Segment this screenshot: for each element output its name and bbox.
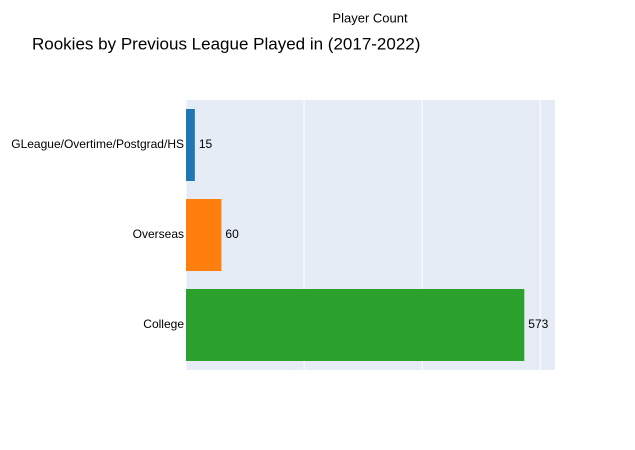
- data-label: 573: [528, 317, 548, 331]
- y-tick-label: Overseas: [133, 227, 184, 241]
- bar: [186, 289, 525, 361]
- bar: [186, 199, 222, 271]
- chart-title: Rookies by Previous League Played in (20…: [32, 34, 420, 53]
- x-axis-title: Player Count: [332, 10, 408, 25]
- bar: [186, 109, 195, 181]
- data-label: 15: [199, 137, 213, 151]
- y-tick-label: College: [143, 317, 184, 331]
- y-tick-label: GLeague/Overtime/Postgrad/HS: [11, 137, 184, 151]
- data-label: 60: [225, 227, 239, 241]
